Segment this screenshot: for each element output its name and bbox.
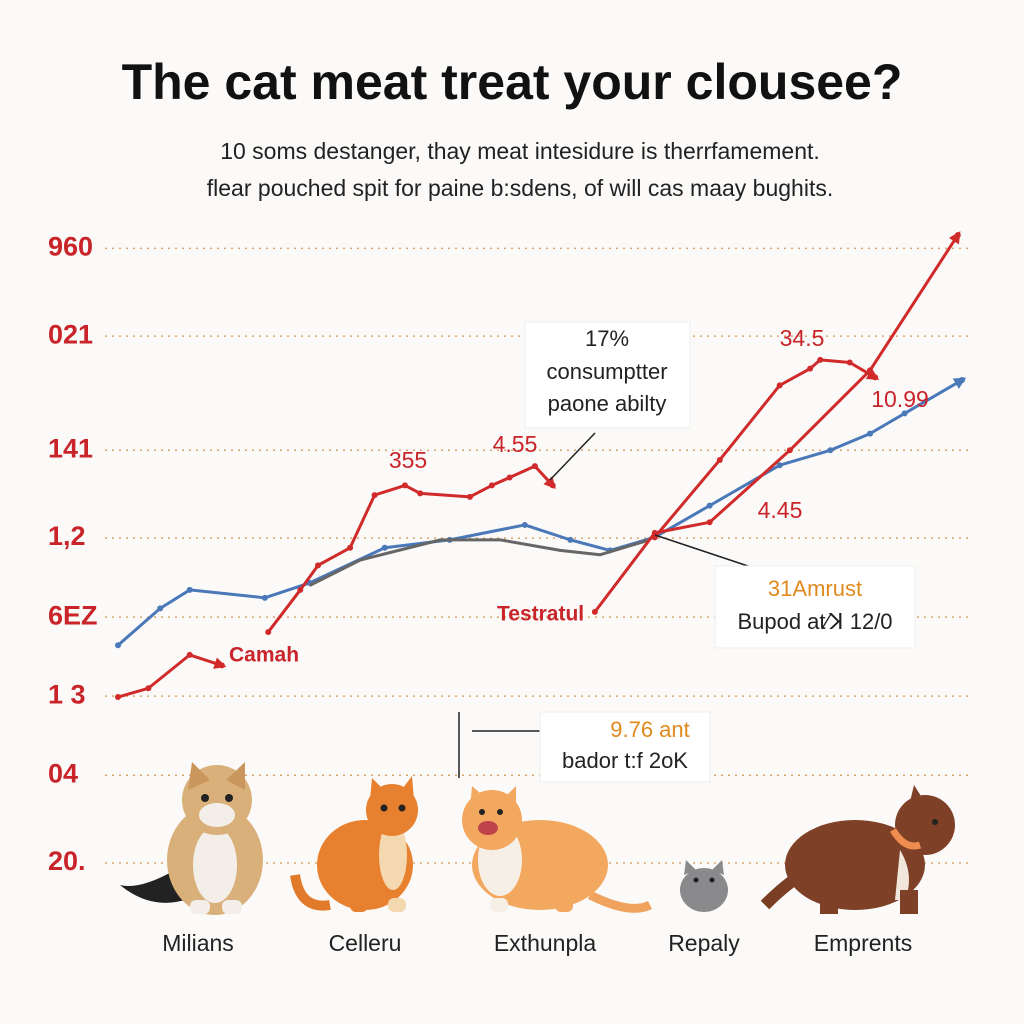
- data-point: [521, 521, 528, 528]
- y-tick-label: 04: [48, 758, 78, 788]
- callout-text: Bupod at⁄ꓘ 12/0: [737, 609, 892, 634]
- callout-text: 17%: [585, 326, 629, 351]
- y-tick-label: 021: [48, 319, 93, 349]
- callout-text: consumptter: [546, 359, 667, 384]
- y-tick-label: 20.: [48, 846, 86, 876]
- callout-box: [524, 321, 691, 429]
- animal-label: Exthunpla: [494, 930, 597, 956]
- y-tick-label: 141: [48, 433, 93, 463]
- annotation: 355: [389, 447, 427, 473]
- annotation: 4.45: [758, 497, 803, 523]
- data-point: [827, 447, 834, 454]
- connector: [549, 432, 596, 481]
- series-line: [593, 231, 961, 613]
- data-point: [145, 685, 152, 692]
- series-line: [308, 538, 651, 587]
- series-line: [267, 464, 556, 633]
- data-point: [786, 447, 793, 454]
- cat-illustration: [462, 786, 653, 913]
- connector: [654, 534, 761, 571]
- data-point: [591, 608, 598, 615]
- data-point: [506, 474, 513, 481]
- subtitle: flear pouched spit for paine b:sdens, of…: [207, 175, 833, 201]
- data-point: [716, 456, 723, 463]
- data-point: [846, 359, 853, 366]
- cat-illustration: [680, 860, 728, 912]
- callout-text: 31Amrust: [768, 576, 862, 601]
- data-point: [157, 605, 164, 612]
- data-point: [315, 562, 322, 569]
- cat-illustration: [290, 776, 418, 912]
- callout-text: bador t:f 2oK: [562, 748, 688, 773]
- data-point: [867, 430, 874, 437]
- chart-title: The cat meat treat your clousee?: [122, 54, 903, 110]
- annotation: 4.55: [493, 431, 538, 457]
- data-point: [186, 651, 193, 658]
- data-point: [776, 382, 783, 389]
- data-point: [261, 594, 268, 601]
- callout-box: [539, 711, 711, 783]
- data-point: [466, 493, 473, 500]
- cat-illustration: [760, 785, 955, 914]
- data-point: [959, 377, 965, 384]
- data-point: [807, 365, 814, 372]
- callout-text: paone abilty: [548, 391, 667, 416]
- callout-text: 9.76 ant: [610, 717, 690, 742]
- data-point: [901, 410, 908, 417]
- data-point: [347, 544, 354, 551]
- data-point: [817, 356, 824, 363]
- data-point: [401, 482, 408, 489]
- data-point: [115, 694, 121, 701]
- data-point: [776, 462, 783, 469]
- data-point: [488, 482, 495, 489]
- data-point: [531, 463, 538, 470]
- data-point: [218, 662, 225, 669]
- data-point: [265, 629, 272, 636]
- cat-illustration: [120, 762, 263, 915]
- animal-label: Milians: [162, 930, 234, 956]
- annotation: Camah: [229, 644, 299, 667]
- animal-label: Repaly: [668, 930, 740, 956]
- data-point: [297, 586, 304, 593]
- data-point: [872, 374, 879, 381]
- data-point: [954, 232, 961, 239]
- data-point: [706, 502, 713, 509]
- y-tick-label: 6EZ: [48, 600, 98, 630]
- annotation: 34.5: [780, 325, 825, 351]
- data-point: [371, 492, 378, 499]
- data-point: [186, 586, 193, 593]
- series-line: [117, 653, 227, 699]
- y-tick-label: 1 3: [48, 679, 86, 709]
- animal-label: Celleru: [329, 930, 402, 956]
- y-tick-label: 1,2: [48, 521, 86, 551]
- data-point: [706, 519, 713, 526]
- annotation: 10.99: [871, 386, 929, 412]
- animal-label: Emprents: [814, 930, 912, 956]
- y-tick-label: 960: [48, 231, 93, 261]
- data-point: [567, 536, 574, 543]
- callout-box: [714, 565, 916, 649]
- subtitle: 10 soms destanger, thay meat intesidure …: [220, 138, 820, 164]
- data-point: [417, 490, 424, 497]
- annotation: Testratul: [497, 603, 584, 626]
- data-point: [115, 642, 121, 649]
- data-point: [549, 482, 556, 489]
- data-point: [381, 544, 388, 551]
